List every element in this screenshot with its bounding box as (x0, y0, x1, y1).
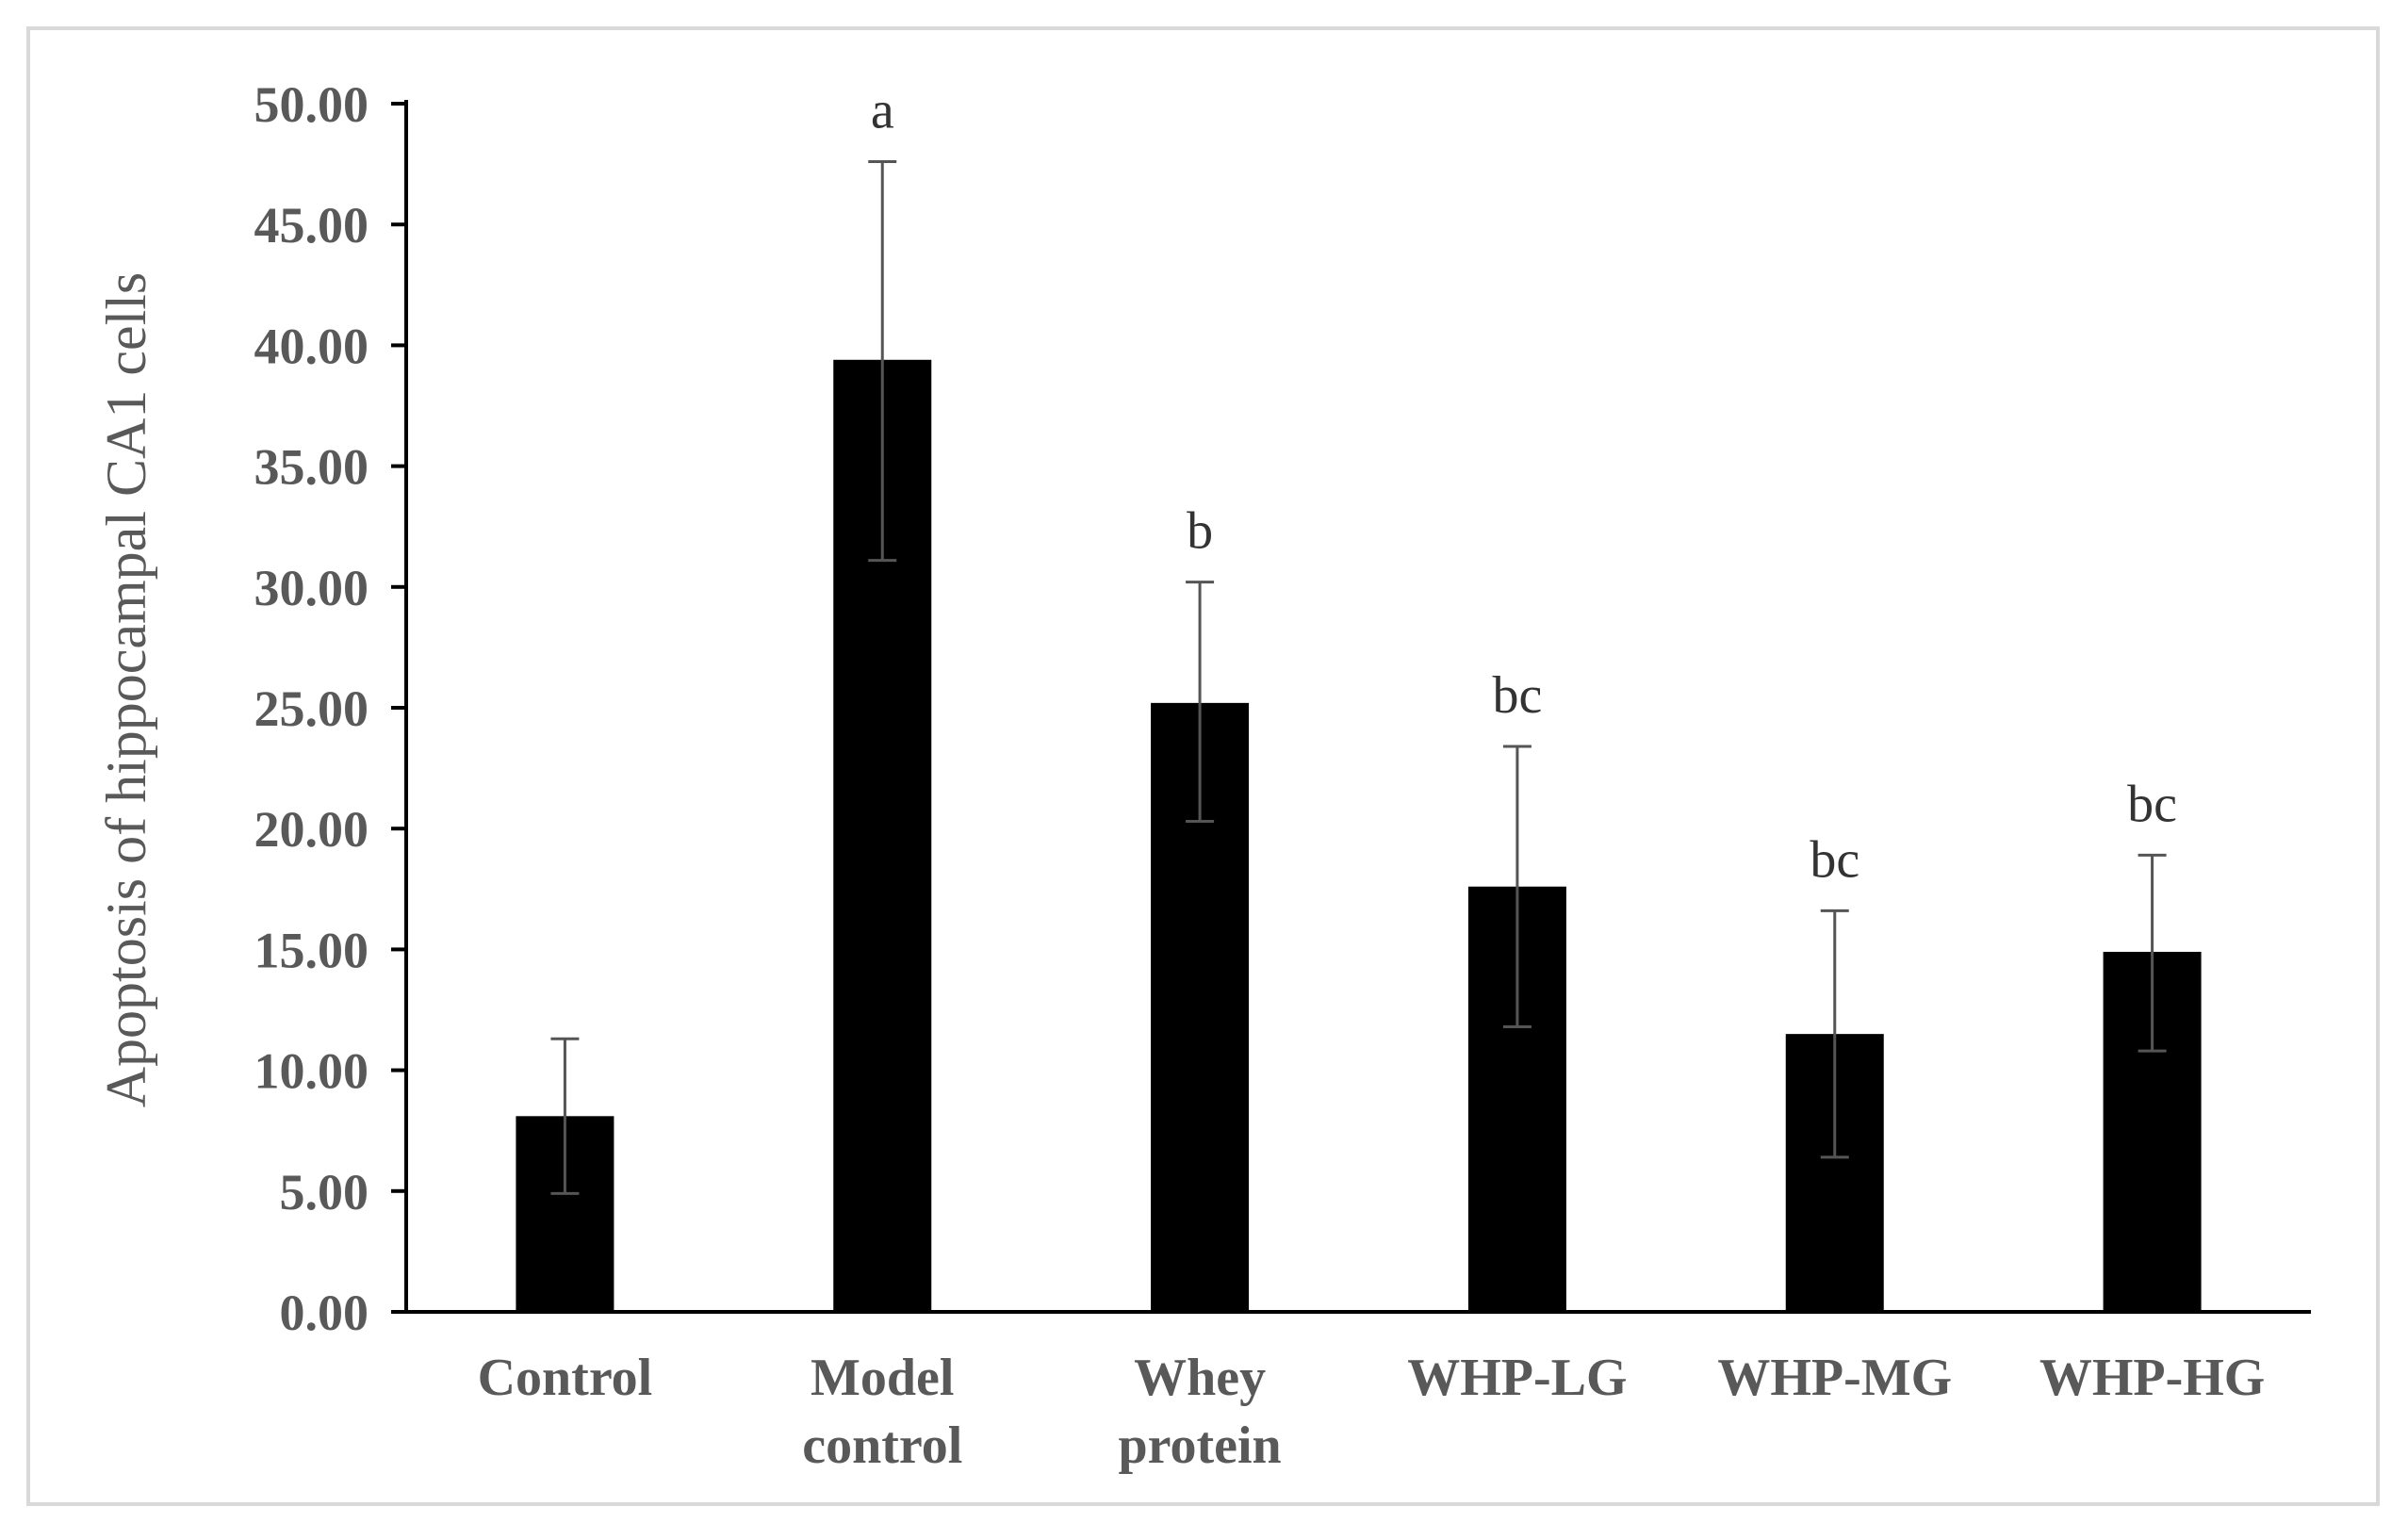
bars (516, 359, 2202, 1312)
significance-label: a (871, 82, 894, 140)
y-tick-label: 20.00 (254, 801, 369, 858)
significance-label: bc (1492, 666, 1542, 725)
error-bars (550, 160, 2167, 1195)
y-tick-label: 15.00 (254, 922, 369, 978)
y-tick-label: 0.00 (280, 1285, 369, 1341)
y-axis-title: Apoptosis of hippocampal CA1 cells (95, 272, 157, 1108)
significance-label: bc (1810, 830, 1859, 889)
y-tick-label: 5.00 (280, 1164, 369, 1220)
y-tick-label: 35.00 (254, 439, 369, 496)
significance-label: bc (2127, 775, 2177, 833)
category-label: WHP-MG (1717, 1349, 1952, 1407)
category-label: Control (478, 1349, 653, 1407)
chart-frame: 0.00 5.00 10.00 15.00 20.00 25.00 30.00 35.00 40… (26, 26, 2380, 1506)
category-labels: Control Model control Whey protein WHP-LG WHP-… (478, 1349, 2266, 1475)
category-label: WHP-HG (2039, 1349, 2266, 1407)
y-tick-label: 45.00 (254, 197, 369, 254)
y-tick-label: 30.00 (254, 560, 369, 616)
category-label: control (802, 1416, 962, 1475)
y-tick-label: 50.00 (254, 76, 369, 133)
category-label: Whey (1134, 1349, 1266, 1407)
category-label: protein (1118, 1416, 1281, 1475)
y-tick-label: 25.00 (254, 680, 369, 737)
significance-label: b (1187, 502, 1213, 561)
category-label: Model (811, 1349, 954, 1407)
bar-chart: 0.00 5.00 10.00 15.00 20.00 25.00 30.00 35.00 40… (95, 76, 2311, 1475)
y-tick-label: 10.00 (254, 1043, 369, 1100)
category-label: WHP-LG (1407, 1349, 1627, 1407)
y-tick-label: 40.00 (254, 318, 369, 374)
y-axis-ticks: 0.00 5.00 10.00 15.00 20.00 25.00 30.00 35.00 40… (254, 76, 406, 1341)
significance-labels: a b bc bc bc (871, 82, 2177, 890)
axes (404, 100, 2311, 1314)
